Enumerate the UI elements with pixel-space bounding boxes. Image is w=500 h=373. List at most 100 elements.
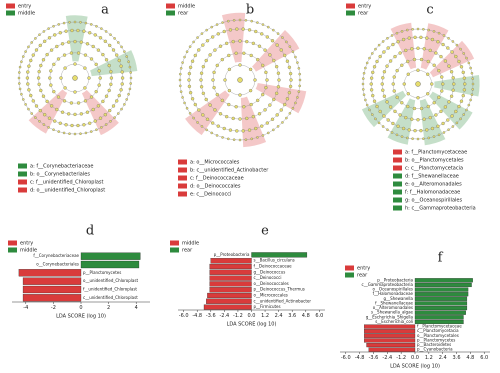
clade-node [89,95,94,99]
clade-node [73,62,77,66]
clade-node [43,113,47,117]
clade-node [73,112,77,117]
clade-node [386,46,390,50]
clade-swatch [393,165,402,171]
clade-swatch [393,205,402,211]
clade-label: c: f__Deinococcaceae [190,176,244,182]
clade-node [372,99,377,103]
legend-swatch [346,10,355,16]
clade-node [79,112,83,116]
clade-node [432,101,436,105]
clade-node [377,121,381,125]
clade-node [73,90,77,94]
clade-node [406,72,410,76]
clade-node [128,65,132,69]
clade-node [39,88,43,93]
clade-node [188,45,192,48]
clade-node [38,33,41,36]
x-axis-label: LDA SCORE (log 10) [56,314,106,320]
clade-node [60,42,65,46]
clade-node [249,53,253,58]
clade-node [208,103,212,107]
category-label: p__Proteobacteria [214,252,250,257]
clade-node [179,67,183,70]
clade-node [398,51,402,55]
clade-node [449,70,454,74]
clade-node [277,78,281,82]
clade-node [47,116,52,120]
clade-node [297,90,301,93]
clade-node [268,53,272,57]
clade-node [211,121,215,125]
clade-node [45,99,49,104]
clade-node [261,134,265,137]
x-axis-label: LDA SCORE (log 10) [390,364,440,370]
clade-node [275,113,279,117]
clade-swatch [393,189,402,195]
legend-swatch [345,272,354,278]
clade-node [274,91,279,95]
clade-node [251,41,255,46]
legend-label: entry [358,4,371,10]
category-label: f__Halomonadaceae [373,291,414,296]
clade-node [396,124,400,128]
clade-root [72,75,78,81]
clade-node [407,128,411,132]
clade-node [406,104,410,109]
clade-node [256,21,259,24]
clade-node [228,28,233,32]
clade-node [385,100,389,104]
clade-node [227,67,232,72]
clade-node [264,85,268,90]
clade-node [272,97,276,102]
clade-node [413,35,417,39]
clade-node [261,92,265,97]
clade-node [73,132,77,136]
clade-label: f: f__Halomonadaceae [405,190,460,196]
clade-node [430,82,434,86]
bar [414,310,466,315]
bar [22,285,82,294]
x-tick-label: 6.0 [315,313,323,319]
legend-swatch [170,240,179,246]
bar [22,277,82,285]
clade-node [443,59,448,63]
clade-node [362,77,365,80]
clade-node [393,54,397,59]
clade-node [227,88,232,93]
clade-node [59,76,63,80]
category-label: o__Alteromonadales [373,305,413,310]
clade-node [212,85,216,90]
clade-node [263,108,267,112]
clade-node [238,18,242,22]
clade-node [411,28,414,31]
x-tick-label: -4.8 [355,355,365,361]
x-axis-label: LDA SCORE (log 10) [227,322,277,328]
clade-highlight [420,23,449,70]
clade-node [38,43,42,48]
clade-node [49,83,53,87]
category-label: p__Cyanobacteria [417,347,453,352]
clade-node [447,100,451,104]
clade-node [410,117,414,121]
clade-label: h: c__Gammaproteobacteria [405,206,476,212]
clade-node [256,98,260,103]
x-tick-label: -2 [51,305,56,311]
clade-node [287,91,292,95]
clade-node [98,116,103,120]
clade-node [58,31,62,35]
clade-node [298,78,302,82]
clade-node [416,118,420,122]
clade-highlight [81,90,119,136]
clade-node [52,89,56,94]
clade-node [459,65,464,69]
clade-node [120,107,123,111]
clade-node [242,105,246,109]
clade-highlight [434,74,480,97]
clade-node [281,121,284,124]
clade-node [432,30,436,33]
clade-node [208,53,212,57]
clade-node [76,51,81,55]
category-label: p__Deinococcus_Thermus [254,287,305,292]
clade-node [298,72,301,76]
